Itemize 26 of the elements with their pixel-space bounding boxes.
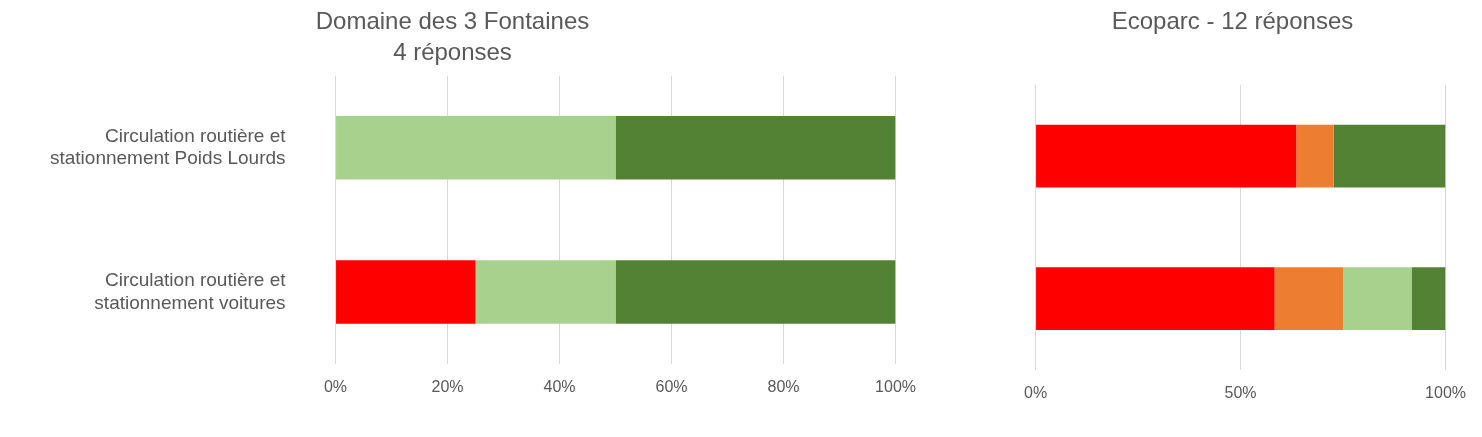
x-tick-label: 0% xyxy=(1024,383,1048,401)
bar xyxy=(336,116,616,180)
chart-title: Ecoparc - 12 réponses xyxy=(1111,7,1354,35)
x-tick-label: 100% xyxy=(1425,383,1466,401)
bar xyxy=(615,116,896,180)
y-tick-label: Circulation routière et stationnement Poids Lourds xyxy=(49,124,287,169)
bar xyxy=(1036,124,1297,188)
x-tick-label: 50% xyxy=(1224,383,1257,401)
bar xyxy=(615,260,896,324)
bar xyxy=(1411,267,1446,330)
bar xyxy=(1274,267,1344,330)
bar xyxy=(336,260,476,324)
chart-subtitle: 4 réponses xyxy=(393,37,512,65)
chart-title: Domaine des 3 Fontaines xyxy=(315,7,590,35)
bar xyxy=(1296,124,1334,188)
x-tick-label: 80% xyxy=(767,378,800,396)
bar xyxy=(1333,124,1446,188)
x-tick-label: 100% xyxy=(875,378,916,396)
x-tick-label: 60% xyxy=(655,378,688,396)
y-tick-label: Circulation routière et stationnement voitures xyxy=(94,268,287,313)
bar xyxy=(475,260,616,324)
x-tick-label: 40% xyxy=(543,378,576,396)
x-tick-label: 20% xyxy=(431,378,464,396)
x-tick-label: 0% xyxy=(323,378,348,396)
bar xyxy=(1036,267,1275,330)
bar xyxy=(1343,267,1412,330)
